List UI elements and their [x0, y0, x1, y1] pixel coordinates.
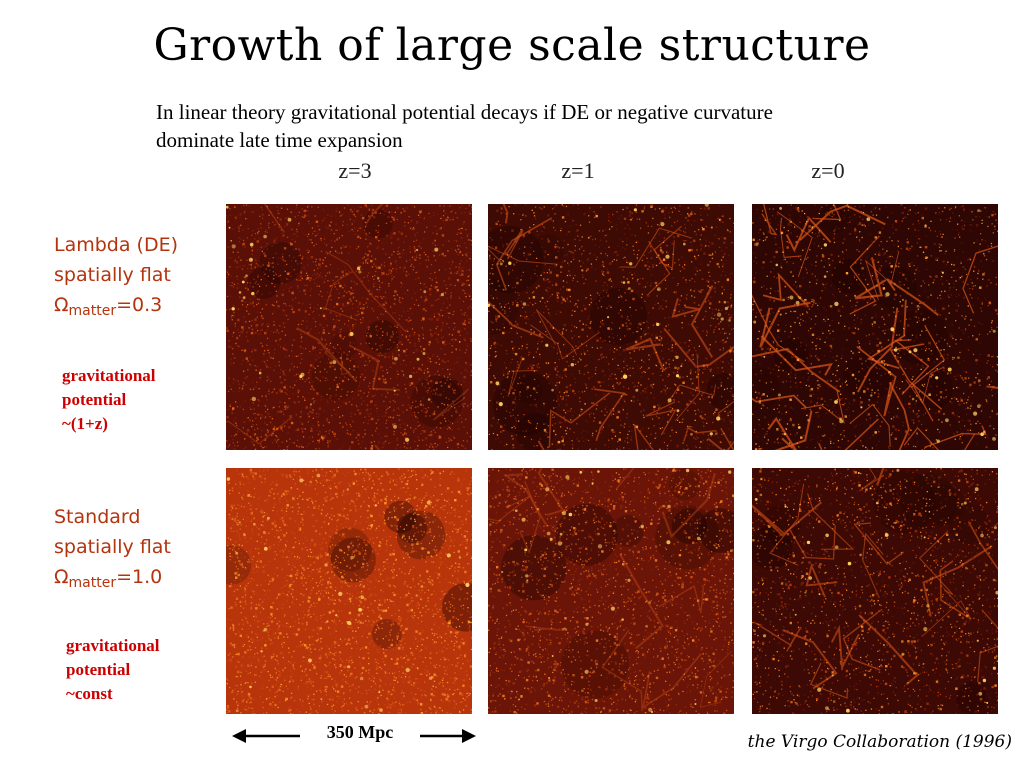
row-label-standard-line1: Standard [54, 506, 141, 528]
omega-value: =1.0 [116, 566, 163, 588]
omega-subscript: matter [68, 575, 117, 591]
panel-lambda-z1 [488, 204, 734, 450]
panel-lambda-z0 [752, 204, 998, 450]
panel-standard-z1 [488, 468, 734, 714]
slide-title: Growth of large scale structure [153, 20, 871, 71]
potential-note-lambda-line3: ~(1+z) [62, 414, 108, 433]
panel-lambda-z3 [226, 204, 472, 450]
omega-symbol: Ω [54, 566, 69, 588]
omega-symbol: Ω [54, 294, 69, 316]
row-label-lambda-line1: Lambda (DE) [54, 234, 179, 256]
subtitle-line-1: In linear theory gravitational potential… [156, 100, 773, 124]
panel-standard-z0 [752, 468, 998, 714]
omega-subscript: matter [68, 303, 117, 319]
row-label-standard-line2: spatially flat [54, 536, 171, 558]
column-label-z1: z=1 [561, 158, 595, 183]
credit-text: the Virgo Collaboration (1996) [747, 732, 1012, 752]
omega-value: =0.3 [116, 294, 163, 316]
row-label-lambda-line2: spatially flat [54, 264, 171, 286]
subtitle: In linear theory gravitational potential… [156, 98, 956, 154]
potential-note-lambda: gravitational potential ~(1+z) [62, 364, 156, 436]
scale-label: 350 Mpc [300, 722, 420, 743]
column-label-z0: z=0 [811, 158, 845, 183]
omega-matter-lambda: Ωmatter=0.3 [54, 290, 178, 326]
potential-note-standard: gravitational potential ~const [66, 634, 160, 706]
potential-note-standard-line2: potential [66, 660, 131, 679]
panel-standard-z3 [226, 468, 472, 714]
potential-note-lambda-line2: potential [62, 390, 127, 409]
potential-note-lambda-line1: gravitational [62, 366, 156, 385]
potential-note-standard-line3: ~const [66, 684, 113, 703]
omega-matter-standard: Ωmatter=1.0 [54, 562, 171, 598]
potential-note-standard-line1: gravitational [66, 636, 160, 655]
subtitle-line-2: dominate late time expansion [156, 128, 403, 152]
row-label-lambda: Lambda (DE) spatially flat Ωmatter=0.3 [54, 230, 178, 326]
row-label-standard: Standard spatially flat Ωmatter=1.0 [54, 502, 171, 598]
column-label-z3: z=3 [338, 158, 372, 183]
